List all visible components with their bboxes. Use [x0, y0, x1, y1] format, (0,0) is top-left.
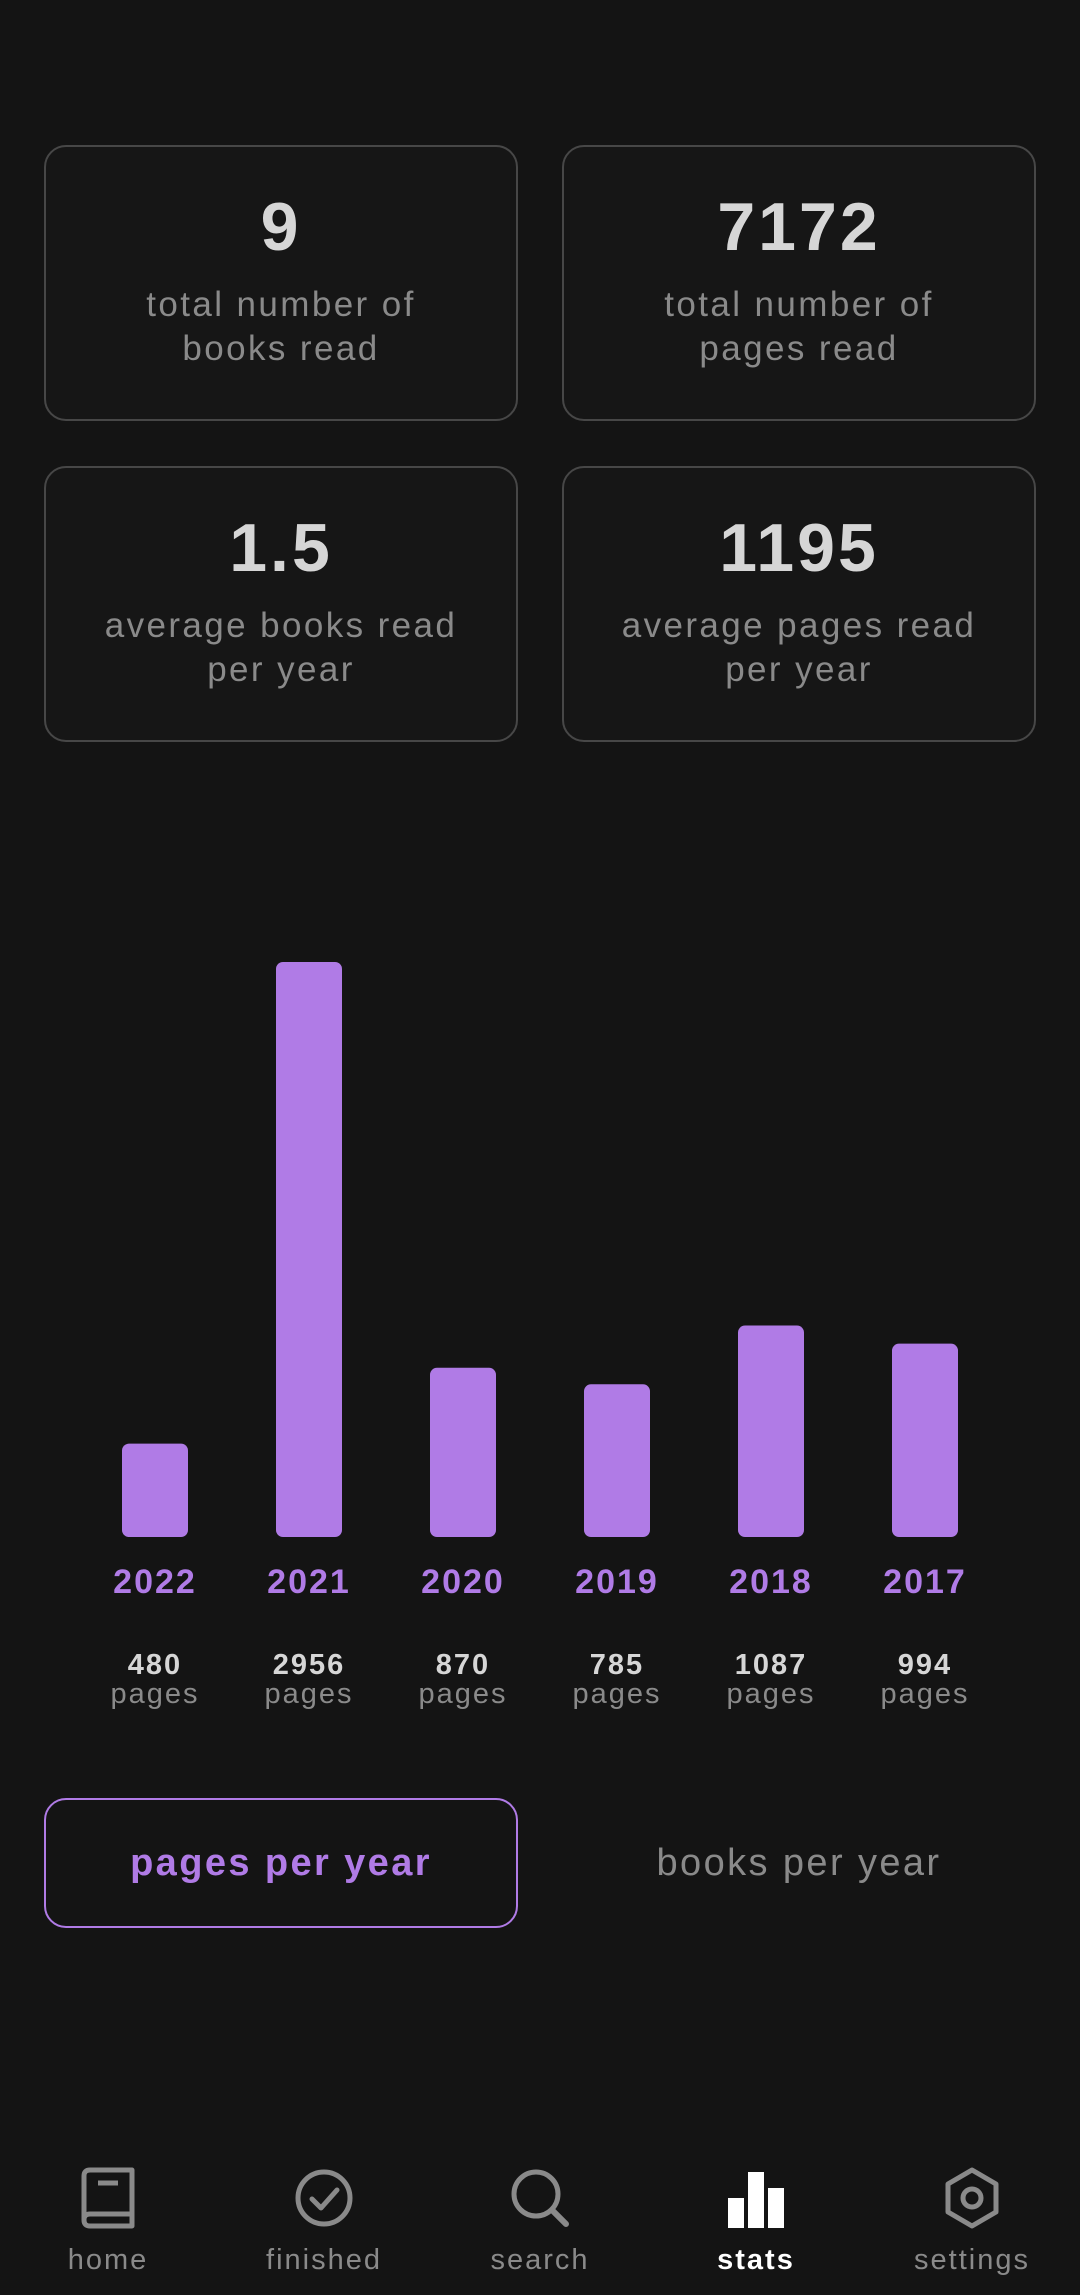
nav-item-settings[interactable]: settings [864, 2150, 1080, 2290]
stat-label: total number of books read [146, 285, 416, 368]
nav-item-search[interactable]: search [432, 2150, 648, 2290]
value-label: 785 [590, 1649, 644, 1681]
nav-item-home[interactable]: home [0, 2150, 216, 2290]
nav-label: settings [914, 2244, 1030, 2276]
unit-label: pages [110, 1678, 199, 1710]
year-label: 2017 [883, 1563, 967, 1601]
year-label: 2018 [729, 1563, 813, 1601]
value-label: 480 [128, 1649, 182, 1681]
nav-item-finished[interactable]: finished [216, 2150, 432, 2290]
stat-card-average-books: 1.5 average books read per year [44, 466, 518, 742]
stat-value: 9 [260, 189, 302, 265]
unit-label: pages [726, 1678, 815, 1710]
pages-per-year-button[interactable]: pages per year [44, 1798, 518, 1928]
value-label: 870 [436, 1649, 490, 1681]
pages-per-year-chart: 2022480pages20212956pages2020870pages201… [110, 962, 969, 1710]
nav-label: home [67, 2244, 149, 2276]
book-icon [81, 2167, 135, 2229]
nav-label: finished [266, 2244, 382, 2276]
unit-label: pages [880, 1678, 969, 1710]
nav-label: stats [717, 2244, 795, 2276]
value-label: 994 [898, 1649, 952, 1681]
books-per-year-button[interactable]: books per year [656, 1841, 942, 1884]
value-label: 1087 [735, 1649, 808, 1681]
value-label: 2956 [273, 1649, 346, 1681]
unit-label: pages [572, 1678, 661, 1710]
year-label: 2022 [113, 1563, 197, 1601]
check-circle-icon [295, 2169, 353, 2227]
stat-value: 1195 [719, 510, 879, 586]
year-label: 2021 [267, 1563, 351, 1601]
unit-label: pages [418, 1678, 507, 1710]
year-label: 2019 [575, 1563, 659, 1601]
stat-label: average books read per year [104, 606, 458, 689]
search-icon [511, 2169, 569, 2227]
stat-card-average-pages: 1195 average pages read per year [562, 466, 1036, 742]
stat-label: average pages read per year [621, 606, 977, 689]
unit-label: pages [264, 1678, 353, 1710]
bottom-nav: home finished search stats [0, 2150, 1080, 2295]
bar-2022 [122, 1443, 188, 1537]
bar-chart-icon [728, 2172, 784, 2228]
bar-2018 [738, 1325, 804, 1537]
nav-label: search [490, 2244, 590, 2276]
stat-label: total number of pages read [664, 285, 934, 368]
stat-card-total-books: 9 total number of books read [44, 145, 518, 421]
bar-2021 [276, 962, 342, 1537]
stat-value: 7172 [717, 189, 881, 265]
nav-item-stats[interactable]: stats [648, 2150, 864, 2290]
gear-icon [945, 2167, 999, 2229]
stat-value: 1.5 [229, 510, 333, 586]
bar-2020 [430, 1367, 496, 1537]
bar-2017 [892, 1343, 958, 1537]
stat-card-total-pages: 7172 total number of pages read [562, 145, 1036, 421]
year-label: 2020 [421, 1563, 505, 1601]
bar-2019 [584, 1384, 650, 1537]
